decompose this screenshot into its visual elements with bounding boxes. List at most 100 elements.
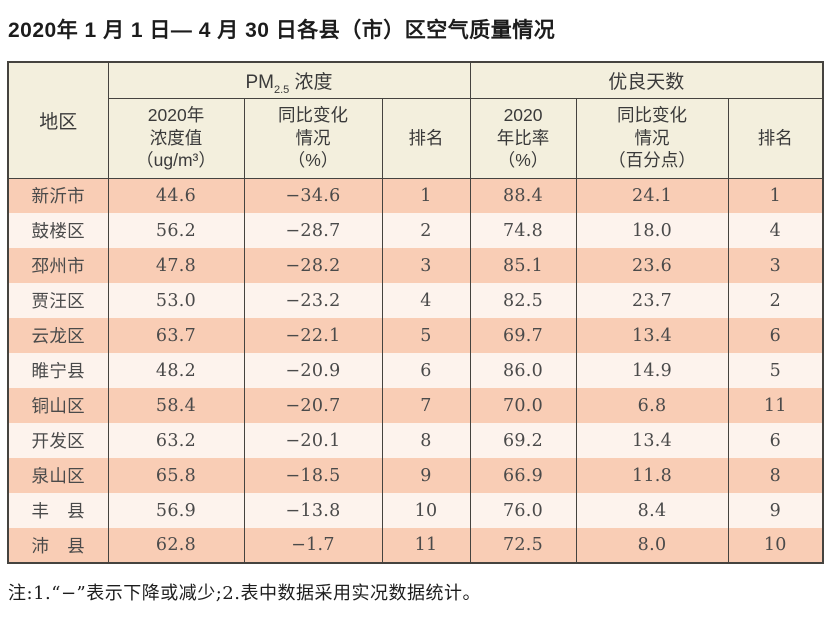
table-row: 铜山区 58.4 −20.7 7 70.0 6.8 11 [7, 388, 824, 423]
region-cell: 新沂市 [7, 178, 109, 213]
value-cell: 11 [727, 388, 824, 423]
value-cell: 10 [727, 528, 824, 563]
value-cell: 63.7 [107, 318, 245, 353]
value-cell: 7 [381, 388, 471, 423]
region-cell: 沛 县 [7, 528, 109, 563]
value-cell: 1 [727, 178, 824, 213]
value-cell: −18.5 [243, 458, 383, 493]
value-cell: 23.6 [575, 248, 729, 283]
table-row: 鼓楼区 56.2 −28.7 2 74.8 18.0 4 [7, 213, 824, 248]
value-cell: 74.8 [469, 213, 577, 248]
value-cell: 8.4 [575, 493, 729, 528]
value-cell: 8.0 [575, 528, 729, 563]
value-cell: 65.8 [107, 458, 245, 493]
region-cell: 贾汪区 [7, 283, 109, 318]
header-pm-value: 2020年 浓度值 （ug/m³） [107, 97, 245, 179]
value-cell: 56.2 [107, 213, 245, 248]
value-cell: −1.7 [243, 528, 383, 563]
pm25-label-suffix: 浓度 [289, 71, 333, 93]
header-line: 年比率 [496, 127, 550, 148]
region-cell: 睢宁县 [7, 353, 109, 388]
value-cell: 63.2 [107, 423, 245, 458]
table-row: 云龙区 63.7 −22.1 5 69.7 13.4 6 [7, 318, 824, 353]
table-row: 开发区 63.2 −20.1 8 69.2 13.4 6 [7, 423, 824, 458]
value-cell: 86.0 [469, 353, 577, 388]
value-cell: −20.9 [243, 353, 383, 388]
value-cell: −28.2 [243, 248, 383, 283]
header-pm-rank: 排名 [381, 97, 471, 179]
header-group-pm25: PM2.5 浓度 [107, 61, 471, 99]
header-line: 同比变化 [278, 104, 348, 125]
region-cell: 丰 县 [7, 493, 109, 528]
value-cell: 13.4 [575, 318, 729, 353]
value-cell: −34.6 [243, 178, 383, 213]
value-cell: 11.8 [575, 458, 729, 493]
header-group-good-days: 优良天数 [469, 61, 824, 99]
header-line: （%） [497, 150, 549, 171]
header-line: 浓度值 [149, 127, 203, 148]
value-cell: 3 [727, 248, 824, 283]
value-cell: −23.2 [243, 283, 383, 318]
header-line: 2020 [503, 104, 543, 125]
value-cell: 4 [381, 283, 471, 318]
value-cell: 53.0 [107, 283, 245, 318]
table-row: 丰 县 56.9 −13.8 10 76.0 8.4 9 [7, 493, 824, 528]
header-pm-change: 同比变化 情况 （%） [243, 97, 383, 179]
region-cell: 邳州市 [7, 248, 109, 283]
table-row: 睢宁县 48.2 −20.9 6 86.0 14.9 5 [7, 353, 824, 388]
value-cell: 9 [381, 458, 471, 493]
value-cell: −20.7 [243, 388, 383, 423]
value-cell: −13.8 [243, 493, 383, 528]
value-cell: 9 [727, 493, 824, 528]
value-cell: 82.5 [469, 283, 577, 318]
value-cell: 3 [381, 248, 471, 283]
value-cell: 1 [381, 178, 471, 213]
pm25-label-subscript: 2.5 [273, 83, 290, 96]
value-cell: 5 [381, 318, 471, 353]
value-cell: 69.7 [469, 318, 577, 353]
footnote: 注:1.“−”表示下降或减少;2.表中数据采用实况数据统计。 [8, 583, 481, 604]
header-line: （ug/m³） [136, 150, 216, 171]
page-title: 2020年 1 月 1 日— 4 月 30 日各县（市）区空气质量情况 [8, 19, 556, 42]
value-cell: 47.8 [107, 248, 245, 283]
value-cell: 62.8 [107, 528, 245, 563]
value-cell: 6 [381, 353, 471, 388]
value-cell: 70.0 [469, 388, 577, 423]
value-cell: 18.0 [575, 213, 729, 248]
header-line: 同比变化 [617, 104, 688, 125]
value-cell: 88.4 [469, 178, 577, 213]
value-cell: 4 [727, 213, 824, 248]
table-body: 新沂市 44.6 −34.6 1 88.4 24.1 1 鼓楼区 56.2 −28.7 2 74.8 1… [7, 178, 824, 563]
value-cell: 14.9 [575, 353, 729, 388]
header-line: 排名 [408, 127, 444, 148]
table-row: 邳州市 47.8 −28.2 3 85.1 23.6 3 [7, 248, 824, 283]
region-cell: 铜山区 [7, 388, 109, 423]
value-cell: 56.9 [107, 493, 245, 528]
table-row: 贾汪区 53.0 −23.2 4 82.5 23.7 2 [7, 283, 824, 318]
region-cell: 泉山区 [7, 458, 109, 493]
region-cell: 云龙区 [7, 318, 109, 353]
table-row: 新沂市 44.6 −34.6 1 88.4 24.1 1 [7, 178, 824, 213]
header-line: 2020年 [147, 104, 205, 125]
value-cell: 66.9 [469, 458, 577, 493]
header-line: 排名 [757, 127, 793, 148]
value-cell: 23.7 [575, 283, 729, 318]
value-cell: 8 [381, 423, 471, 458]
value-cell: 11 [381, 528, 471, 563]
value-cell: 13.4 [575, 423, 729, 458]
region-cell: 鼓楼区 [7, 213, 109, 248]
header-good-rank: 排名 [727, 97, 824, 179]
region-cell: 开发区 [7, 423, 109, 458]
value-cell: 69.2 [469, 423, 577, 458]
header-good-change: 同比变化 情况 （百分点） [575, 97, 729, 179]
header-line: （%） [287, 150, 339, 171]
table-row: 泉山区 65.8 −18.5 9 66.9 11.8 8 [7, 458, 824, 493]
value-cell: 5 [727, 353, 824, 388]
value-cell: 6 [727, 423, 824, 458]
header-line: 情况 [295, 127, 331, 148]
value-cell: 2 [727, 283, 824, 318]
page: 2020年 1 月 1 日— 4 月 30 日各县（市）区空气质量情况 地区 P… [7, 19, 825, 604]
value-cell: 6.8 [575, 388, 729, 423]
value-cell: −28.7 [243, 213, 383, 248]
value-cell: 76.0 [469, 493, 577, 528]
